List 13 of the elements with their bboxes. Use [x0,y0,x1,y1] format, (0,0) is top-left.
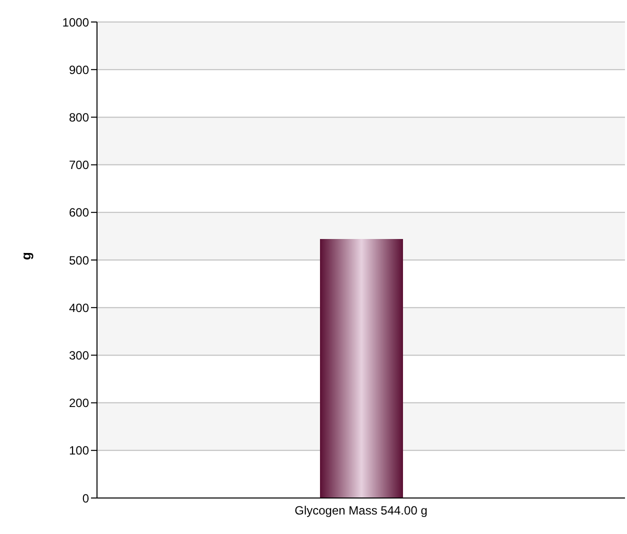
x-tick-label: Glycogen Mass 544.00 g [294,504,428,518]
y-tick-label: 800 [68,110,90,124]
y-tick-label: 500 [68,253,90,268]
y-tick-label: 200 [68,396,90,410]
y-tick-label: 300 [68,348,90,362]
y-axis-title: g [18,252,34,260]
y-tick-label: 700 [68,158,90,172]
y-tick-label: 1000 [62,15,90,30]
y-tick-label: 100 [68,444,90,458]
y-tick-label: 900 [68,62,90,77]
y-tick-label: 600 [68,206,90,220]
y-tick-label: 400 [68,300,90,315]
y-tick-label: 0 [82,491,90,506]
